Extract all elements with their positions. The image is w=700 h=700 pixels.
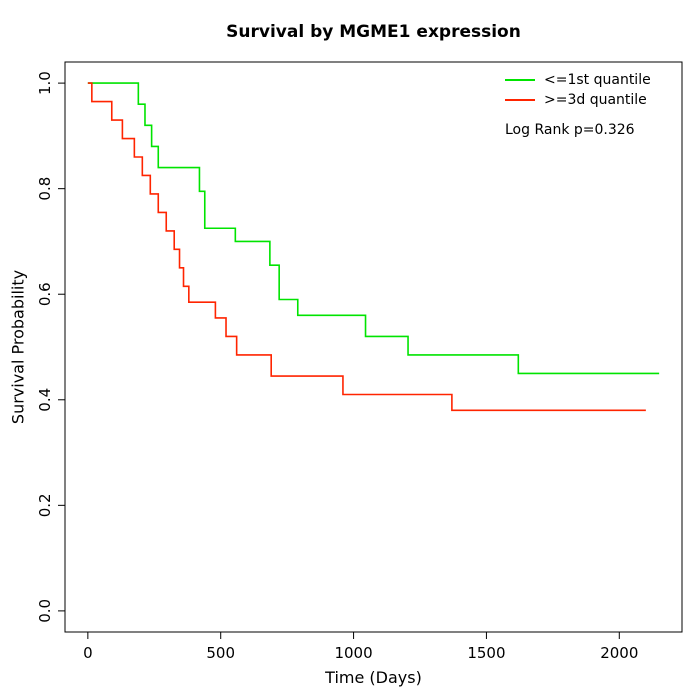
- x-axis-tick-label: 1500: [467, 644, 505, 662]
- legend-line-green-icon: [505, 79, 535, 81]
- y-axis-tick-label: 0.4: [36, 388, 54, 412]
- legend: <=1st quantile >=3d quantile Log Rank p=…: [505, 70, 651, 138]
- log-rank-pvalue: Log Rank p=0.326: [505, 122, 635, 138]
- legend-item-first-quantile: <=1st quantile: [505, 70, 651, 90]
- chart-title: Survival by MGME1 expression: [226, 22, 521, 42]
- x-axis-tick-label: 500: [206, 644, 235, 662]
- y-axis-tick-label: 0.8: [36, 177, 54, 201]
- y-axis-tick-label: 0.6: [36, 282, 54, 306]
- y-axis-tick-label: 0.2: [36, 493, 54, 517]
- x-axis-label: Time (Days): [325, 668, 422, 687]
- survival-curve-red: [87, 82, 646, 412]
- x-axis-tick-label: 1000: [334, 644, 372, 662]
- y-axis-label: Survival Probability: [8, 269, 28, 425]
- legend-item-third-quantile: >=3d quantile: [505, 90, 651, 110]
- legend-label: >=3d quantile: [544, 92, 647, 108]
- survival-curve-green: [87, 82, 660, 375]
- legend-line-red-icon: [505, 99, 535, 101]
- plot-box: [64, 61, 683, 633]
- y-axis-tick-label: 0.0: [36, 599, 54, 623]
- legend-label: <=1st quantile: [544, 72, 651, 88]
- x-axis-tick-label: 2000: [600, 644, 638, 662]
- y-axis-tick-label: 1.0: [36, 71, 54, 95]
- x-axis-tick-label: 0: [83, 644, 93, 662]
